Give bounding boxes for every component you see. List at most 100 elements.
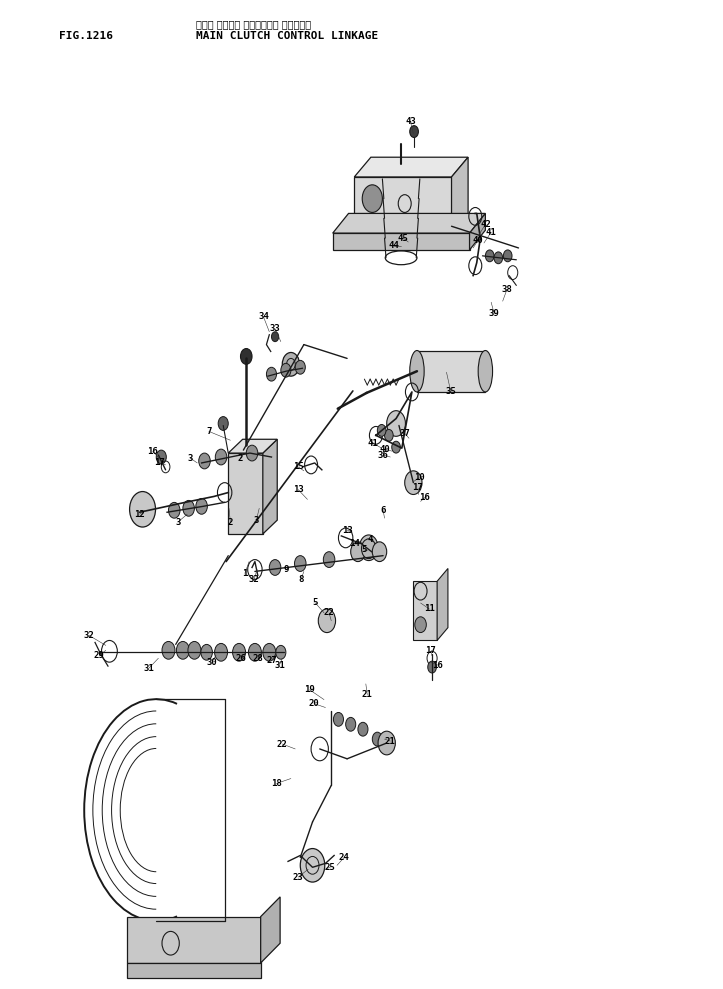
Polygon shape — [437, 569, 448, 641]
Text: 17: 17 — [412, 483, 423, 493]
Circle shape — [362, 185, 382, 213]
Text: 12: 12 — [134, 509, 145, 518]
Text: 9: 9 — [284, 565, 289, 574]
Circle shape — [385, 429, 393, 441]
Text: 25: 25 — [325, 862, 335, 871]
Text: 41: 41 — [368, 439, 378, 448]
Text: 2: 2 — [238, 454, 243, 463]
Text: 27: 27 — [267, 656, 278, 665]
Circle shape — [162, 642, 175, 660]
Text: 13: 13 — [293, 485, 304, 494]
Text: 11: 11 — [424, 604, 435, 613]
Circle shape — [275, 646, 286, 660]
Circle shape — [263, 644, 275, 662]
Circle shape — [494, 252, 502, 264]
Polygon shape — [261, 897, 280, 963]
Text: 3: 3 — [254, 515, 259, 524]
Circle shape — [351, 542, 365, 562]
Text: 32: 32 — [84, 631, 95, 640]
Text: 43: 43 — [405, 118, 416, 127]
Circle shape — [199, 453, 210, 469]
Ellipse shape — [478, 350, 492, 392]
Text: 31: 31 — [144, 664, 155, 673]
Text: 19: 19 — [304, 685, 315, 694]
Text: 18: 18 — [271, 779, 282, 788]
Polygon shape — [354, 177, 452, 233]
Circle shape — [378, 731, 395, 755]
Circle shape — [129, 492, 155, 527]
Text: 2: 2 — [228, 517, 233, 526]
Text: 29: 29 — [94, 651, 105, 660]
Circle shape — [295, 360, 305, 374]
Text: 5: 5 — [362, 545, 367, 554]
Text: 42: 42 — [480, 220, 491, 228]
Text: 24: 24 — [339, 853, 350, 862]
Text: 45: 45 — [398, 233, 408, 242]
Text: 17: 17 — [425, 646, 436, 655]
Text: 37: 37 — [399, 429, 410, 438]
Circle shape — [323, 552, 335, 568]
Text: 28: 28 — [252, 654, 263, 663]
Circle shape — [358, 722, 368, 736]
Circle shape — [247, 445, 258, 461]
Text: 38: 38 — [502, 285, 513, 294]
Circle shape — [241, 348, 252, 364]
Text: 33: 33 — [270, 324, 281, 333]
Polygon shape — [228, 439, 277, 453]
Circle shape — [215, 449, 227, 465]
Text: 17: 17 — [155, 459, 166, 468]
Text: 20: 20 — [309, 699, 320, 708]
Text: 31: 31 — [274, 661, 285, 670]
Text: 26: 26 — [235, 654, 246, 663]
Circle shape — [233, 644, 246, 662]
Circle shape — [377, 424, 386, 436]
Circle shape — [218, 416, 228, 430]
Circle shape — [282, 352, 299, 376]
Circle shape — [168, 502, 180, 518]
Circle shape — [346, 717, 356, 731]
Text: 3: 3 — [187, 454, 193, 463]
Circle shape — [188, 642, 201, 660]
Text: 8: 8 — [299, 575, 304, 584]
Text: 23: 23 — [293, 872, 304, 881]
Circle shape — [333, 712, 343, 726]
Circle shape — [503, 250, 512, 262]
Circle shape — [249, 644, 262, 662]
Circle shape — [271, 331, 278, 341]
Text: 15: 15 — [293, 463, 304, 472]
Polygon shape — [452, 157, 468, 233]
Text: 21: 21 — [362, 690, 372, 699]
Circle shape — [156, 450, 166, 464]
Circle shape — [372, 732, 382, 746]
Text: 22: 22 — [324, 608, 335, 617]
Circle shape — [267, 367, 276, 381]
Polygon shape — [127, 917, 261, 963]
Text: 40: 40 — [473, 235, 484, 244]
Text: MAIN CLUTCH CONTROL LINKAGE: MAIN CLUTCH CONTROL LINKAGE — [196, 31, 378, 41]
Circle shape — [359, 535, 378, 561]
Text: 21: 21 — [385, 737, 395, 746]
Text: 16: 16 — [432, 661, 443, 670]
Circle shape — [387, 410, 406, 436]
Circle shape — [410, 126, 419, 137]
Text: 44: 44 — [388, 241, 399, 250]
Text: 5: 5 — [313, 598, 318, 607]
Circle shape — [300, 849, 325, 882]
Text: 34: 34 — [258, 313, 269, 321]
Text: 3: 3 — [175, 517, 181, 526]
Text: 4: 4 — [367, 535, 373, 544]
Circle shape — [372, 542, 387, 562]
Polygon shape — [469, 214, 485, 250]
Polygon shape — [333, 214, 485, 233]
Text: 10: 10 — [414, 473, 424, 483]
Polygon shape — [414, 582, 437, 641]
Text: 14: 14 — [349, 539, 359, 548]
Polygon shape — [333, 233, 469, 250]
Text: 36: 36 — [377, 451, 388, 460]
Text: 1: 1 — [242, 569, 247, 578]
Circle shape — [485, 250, 494, 262]
Text: 32: 32 — [249, 575, 260, 584]
Text: FIG.1216: FIG.1216 — [59, 31, 113, 41]
Circle shape — [392, 441, 401, 453]
Circle shape — [281, 363, 291, 377]
